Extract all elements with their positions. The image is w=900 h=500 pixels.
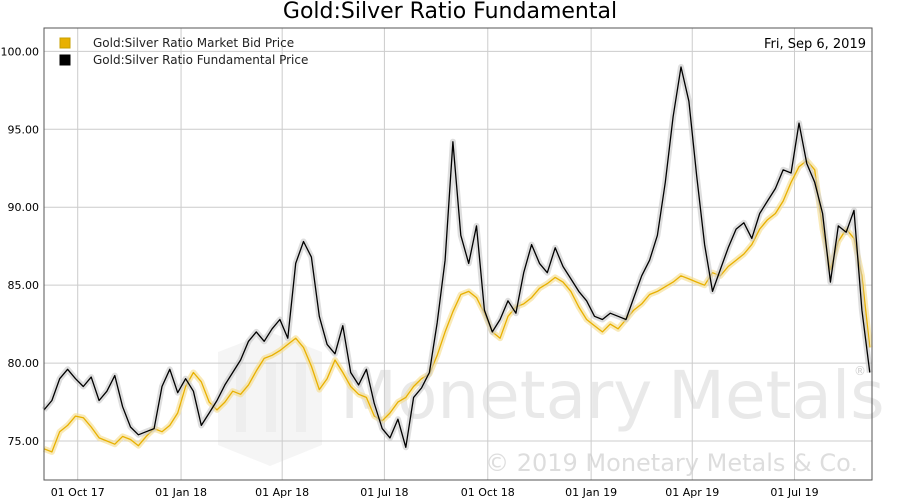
watermark: Monetary Metals ® © 2019 Monetary Metals… xyxy=(218,332,885,477)
series-fundamental-line xyxy=(43,66,871,448)
x-tick-label: 01 Jan 18 xyxy=(155,486,207,499)
y-tick-label: 90.00 xyxy=(8,201,40,214)
x-tick-label: 01 Apr 18 xyxy=(255,486,309,499)
legend-swatch-market-bid xyxy=(59,37,71,49)
y-tick-label: 75.00 xyxy=(8,435,40,448)
legend-swatch-fundamental xyxy=(59,54,71,66)
x-axis-tick-labels: 01 Oct 17 01 Jan 18 01 Apr 18 01 Jul 18 01 O… xyxy=(51,486,819,499)
series-market-bid-line xyxy=(43,159,871,453)
chart-date: Fri, Sep 6, 2019 xyxy=(764,37,866,52)
x-tick-label: 01 Jul 19 xyxy=(770,486,818,499)
watermark-registered-mark: ® xyxy=(854,364,866,378)
watermark-brand-part1: Monetary xyxy=(340,357,652,434)
legend-label-fundamental: Gold:Silver Ratio Fundamental Price xyxy=(93,53,308,67)
series-layer xyxy=(41,64,873,455)
grid xyxy=(44,28,872,480)
x-tick-label: 01 Oct 17 xyxy=(51,486,105,499)
legend-item-market-bid: Gold:Silver Ratio Market Bid Price xyxy=(59,36,294,50)
y-tick-label: 85.00 xyxy=(8,279,40,292)
y-tick-label: 80.00 xyxy=(8,357,40,370)
x-tick-label: 01 Jul 18 xyxy=(360,486,408,499)
legend-item-fundamental: Gold:Silver Ratio Fundamental Price xyxy=(59,53,308,67)
y-axis-tick-labels: 75.00 80.00 85.00 90.00 95.00 100.00 xyxy=(1,45,40,448)
x-tick-label: 01 Oct 18 xyxy=(461,486,515,499)
x-tick-label: 01 Jan 19 xyxy=(565,486,617,499)
watermark-brand-part2: Metals xyxy=(668,357,885,434)
legend: Gold:Silver Ratio Market Bid Price Gold:… xyxy=(59,36,308,67)
chart-title: Gold:Silver Ratio Fundamental xyxy=(283,0,617,24)
y-tick-label: 100.00 xyxy=(1,45,40,58)
x-tick-label: 01 Apr 19 xyxy=(665,486,719,499)
plot-frame xyxy=(43,27,873,481)
legend-label-market-bid: Gold:Silver Ratio Market Bid Price xyxy=(93,36,294,50)
watermark-copyright: © 2019 Monetary Metals & Co. xyxy=(485,449,858,477)
y-tick-label: 95.00 xyxy=(8,123,40,136)
